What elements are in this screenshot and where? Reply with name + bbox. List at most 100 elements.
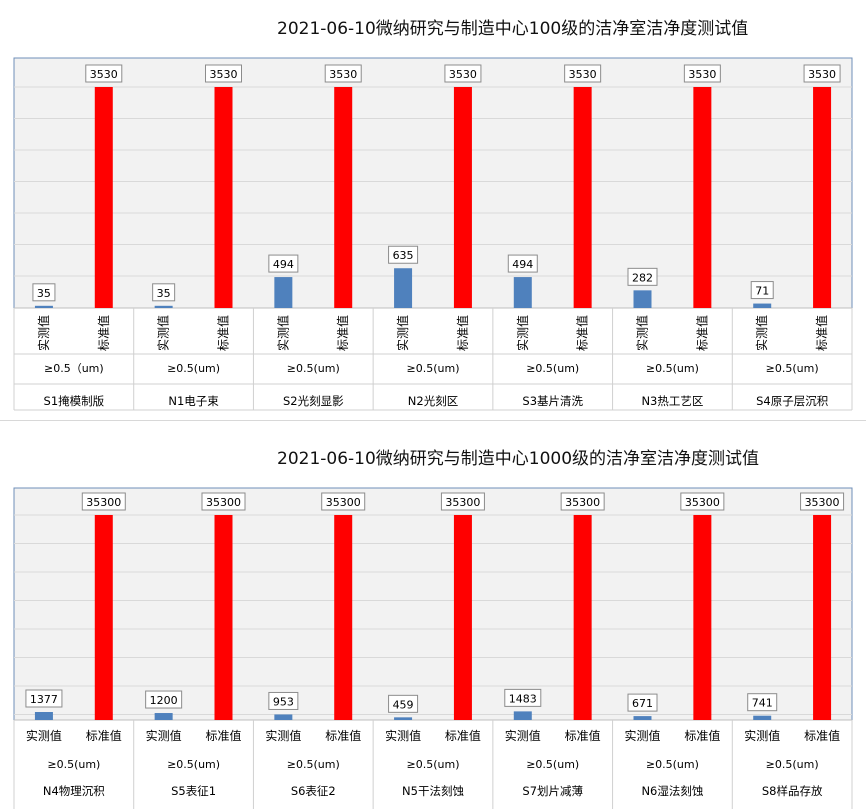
particle-size-label: ≥0.5(um) <box>167 362 220 375</box>
bar-standard <box>693 515 712 720</box>
bar-label: 实测值 <box>754 315 769 351</box>
category-label: N2光刻区 <box>408 394 458 408</box>
bar-label: 标准值 <box>325 728 361 743</box>
data-label: 3530 <box>688 68 716 81</box>
data-label-box <box>324 64 362 83</box>
data-label: 494 <box>273 258 294 271</box>
category-label: N1电子束 <box>168 394 219 408</box>
data-label-box <box>268 691 299 710</box>
data-label: 282 <box>632 271 653 284</box>
bar-label: 实测值 <box>395 315 410 351</box>
data-label-box <box>440 492 485 511</box>
chart-svg: 35 实测值 3530 标准值 ≥0.5（um) S1掩模制版 35 实测值 3530 标准值 ≥0… <box>13 57 853 411</box>
bar-standard <box>813 87 832 308</box>
category-label: S3基片清洗 <box>522 394 583 408</box>
data-label: 494 <box>512 258 533 271</box>
data-label-box <box>627 267 658 286</box>
bar-standard <box>214 87 233 308</box>
data-label-box <box>803 64 841 83</box>
bar-measured <box>633 290 652 308</box>
category-label: N3热工艺区 <box>641 394 703 408</box>
data-label: 35300 <box>86 496 121 509</box>
category-label: S5表征1 <box>171 784 216 798</box>
particle-size-label: ≥0.5(um) <box>407 362 460 375</box>
data-label-box <box>321 492 366 511</box>
particle-size-label: ≥0.5(um) <box>407 758 460 771</box>
data-label: 1483 <box>509 692 537 705</box>
bar-measured <box>513 711 532 720</box>
particle-size-label: ≥0.5(um) <box>47 758 100 771</box>
data-label: 635 <box>393 249 414 262</box>
data-label: 3530 <box>569 68 597 81</box>
bar-measured <box>34 712 53 720</box>
particle-size-label: ≥0.5(um) <box>287 362 340 375</box>
bar-label: 标准值 <box>455 315 470 351</box>
bar-label: 标准值 <box>205 728 241 743</box>
chart-title: 2021-06-10微纳研究与制造中心100级的洁净室洁净度测试值 <box>277 19 749 39</box>
bar-measured <box>753 715 772 720</box>
bar-label: 实测值 <box>275 315 290 351</box>
bar-label: 实测值 <box>156 315 171 351</box>
bar-measured <box>513 277 532 308</box>
particle-size-label: ≥0.5（um) <box>44 362 104 375</box>
chart-title: 2021-06-10微纳研究与制造中心1000级的洁净室洁净度测试值 <box>277 449 760 469</box>
data-label-box <box>25 689 63 708</box>
data-label: 459 <box>393 698 414 711</box>
particle-size-label: ≥0.5(um) <box>766 758 819 771</box>
bar-standard <box>94 87 113 308</box>
data-label: 35300 <box>206 496 241 509</box>
particle-size-label: ≥0.5(um) <box>167 758 220 771</box>
data-label-box <box>152 283 176 302</box>
bar-measured <box>394 268 413 308</box>
bar-standard <box>813 515 832 720</box>
plot-area <box>13 57 853 309</box>
data-label-box <box>201 492 246 511</box>
data-label-box <box>81 492 126 511</box>
bar-label: 实测值 <box>505 728 541 743</box>
data-label: 3530 <box>210 68 238 81</box>
category-label: S4原子层沉积 <box>756 394 829 408</box>
data-label: 953 <box>273 695 294 708</box>
bar-label: 实测值 <box>26 728 62 743</box>
bar-standard <box>94 515 113 720</box>
bar-standard <box>453 515 472 720</box>
data-label: 35300 <box>445 496 480 509</box>
data-label: 35300 <box>565 496 600 509</box>
data-label-box <box>800 492 845 511</box>
data-label: 3530 <box>808 68 836 81</box>
chart-divider <box>0 420 866 431</box>
bar-label: 标准值 <box>814 315 829 351</box>
bar-label: 标准值 <box>804 728 840 743</box>
bar-standard <box>693 87 712 308</box>
chart-panel-1000: 2021-06-10微纳研究与制造中心1000级的洁净室洁净度测试值 1377 实… <box>0 425 866 810</box>
bar-label: 实测值 <box>635 315 650 351</box>
data-label: 1200 <box>150 694 178 707</box>
data-label-box <box>145 690 183 709</box>
bar-measured <box>154 305 173 308</box>
data-label-box <box>560 492 605 511</box>
data-label: 3530 <box>449 68 477 81</box>
data-label: 35 <box>37 287 51 300</box>
data-label-box <box>564 64 602 83</box>
data-label: 35300 <box>685 496 720 509</box>
category-label: N5干法刻蚀 <box>402 784 464 798</box>
bar-standard <box>573 87 592 308</box>
data-label-box <box>683 64 721 83</box>
data-label-box <box>680 492 725 511</box>
bar-measured <box>394 717 413 720</box>
category-label: N6湿法刻蚀 <box>641 784 703 798</box>
data-label: 3530 <box>329 68 357 81</box>
data-label-box <box>32 283 56 302</box>
data-label-box <box>627 693 658 712</box>
data-label-box <box>507 254 538 273</box>
bar-measured <box>753 303 772 308</box>
data-label-box <box>444 64 482 83</box>
bar-label: 标准值 <box>86 728 122 743</box>
bar-label: 标准值 <box>445 728 481 743</box>
data-label-box <box>268 254 299 273</box>
bar-label: 实测值 <box>744 728 780 743</box>
bar-measured <box>154 713 173 720</box>
category-label: S2光刻显影 <box>283 394 344 408</box>
bar-label: 实测值 <box>265 728 301 743</box>
data-label-box <box>85 64 123 83</box>
